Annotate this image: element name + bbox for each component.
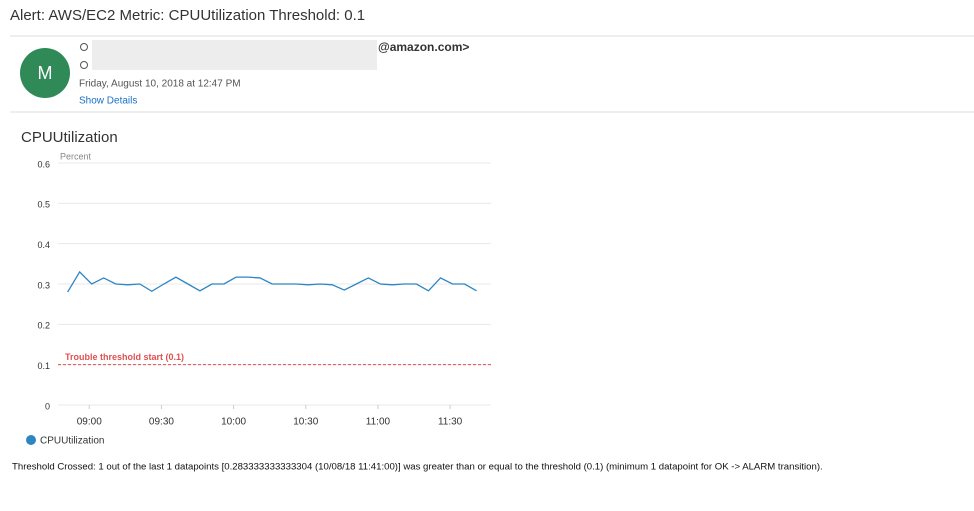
- subject: Alert: AWS/EC2 Metric: CPUUtilization Th…: [10, 7, 365, 24]
- y-tick-label: 0: [45, 401, 50, 411]
- y-tick-label: 0.6: [37, 159, 50, 169]
- icon: [80, 43, 88, 51]
- redacted: [92, 40, 377, 70]
- y-tick-label: 0.4: [37, 240, 50, 250]
- show-details[interactable]: Show Details: [79, 96, 137, 107]
- y-axis-label: Percent: [60, 151, 92, 161]
- x-tick-label: 11:00: [366, 417, 391, 428]
- y-tick-label: 0.1: [37, 361, 50, 371]
- chart-title: CPUUtilization: [21, 129, 118, 146]
- legend-label: CPUUtilization: [40, 436, 104, 447]
- date: Friday, August 10, 2018 at 12:47 PM: [79, 79, 241, 90]
- sender: @amazon.com>: [378, 40, 469, 54]
- icon: [80, 61, 88, 69]
- x-tick-label: 10:00: [221, 417, 246, 428]
- y-tick-label: 0.3: [37, 280, 50, 290]
- x-tick-label: 11:30: [438, 417, 463, 428]
- avatar-letter: M: [38, 63, 53, 83]
- legend-swatch: [26, 435, 36, 445]
- x-tick-label: 09:00: [77, 417, 102, 428]
- y-tick-label: 0.2: [37, 321, 50, 331]
- x-tick-label: 09:30: [149, 417, 174, 428]
- threshold-label: Trouble threshold start (0.1): [65, 352, 184, 362]
- x-tick-label: 10:30: [293, 417, 318, 428]
- footer: Threshold Crossed: 1 out of the last 1 d…: [12, 462, 823, 473]
- avatar: [20, 48, 70, 98]
- y-tick-label: 0.5: [37, 200, 50, 210]
- data-line: [67, 270, 477, 293]
